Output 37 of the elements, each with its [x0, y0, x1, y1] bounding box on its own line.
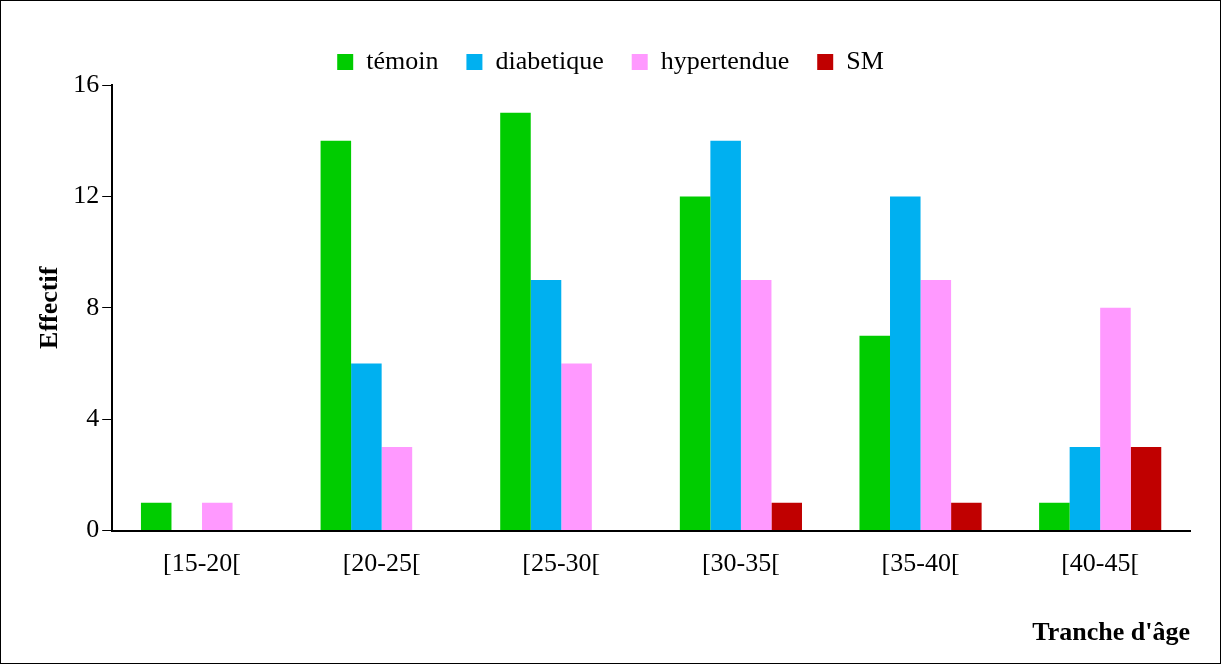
x-tick-label: [20-25[	[342, 548, 421, 578]
x-tick-label: [30-35[	[701, 548, 780, 578]
bar	[920, 279, 952, 531]
x-axis-title: Tranche d'âge	[1032, 617, 1190, 647]
bar	[1069, 447, 1101, 531]
y-tick-label: 12	[73, 180, 100, 210]
legend-label: SM	[846, 45, 884, 75]
bar	[140, 502, 172, 531]
bar	[1039, 502, 1070, 531]
bar	[1100, 307, 1131, 531]
x-tick-label: [15-20[	[163, 548, 242, 578]
y-tick-label: 4	[86, 403, 100, 433]
x-tick-label: [40-45[	[1061, 548, 1140, 578]
y-tick-label: 16	[73, 68, 100, 98]
legend-label: hypertendue	[660, 45, 790, 75]
bar	[890, 196, 921, 531]
bar	[351, 363, 382, 531]
x-tick-label: [35-40[	[881, 548, 960, 578]
bar	[740, 279, 772, 531]
bar	[771, 502, 802, 531]
bar	[1130, 447, 1162, 531]
bar	[710, 140, 741, 531]
bar	[859, 335, 891, 531]
bar	[679, 196, 711, 531]
bar	[202, 502, 233, 531]
bar	[500, 112, 531, 531]
bar	[561, 363, 592, 531]
bar	[320, 140, 352, 531]
y-axis-title: Effectif	[34, 266, 64, 349]
bar	[381, 447, 413, 531]
legend-label: diabetique	[495, 45, 604, 75]
legend-label: témoin	[366, 45, 439, 75]
bar	[530, 279, 562, 531]
bar	[951, 502, 982, 531]
x-tick-label: [25-30[	[522, 548, 601, 578]
y-tick-label: 0	[86, 514, 100, 544]
y-tick-label: 8	[86, 291, 100, 321]
